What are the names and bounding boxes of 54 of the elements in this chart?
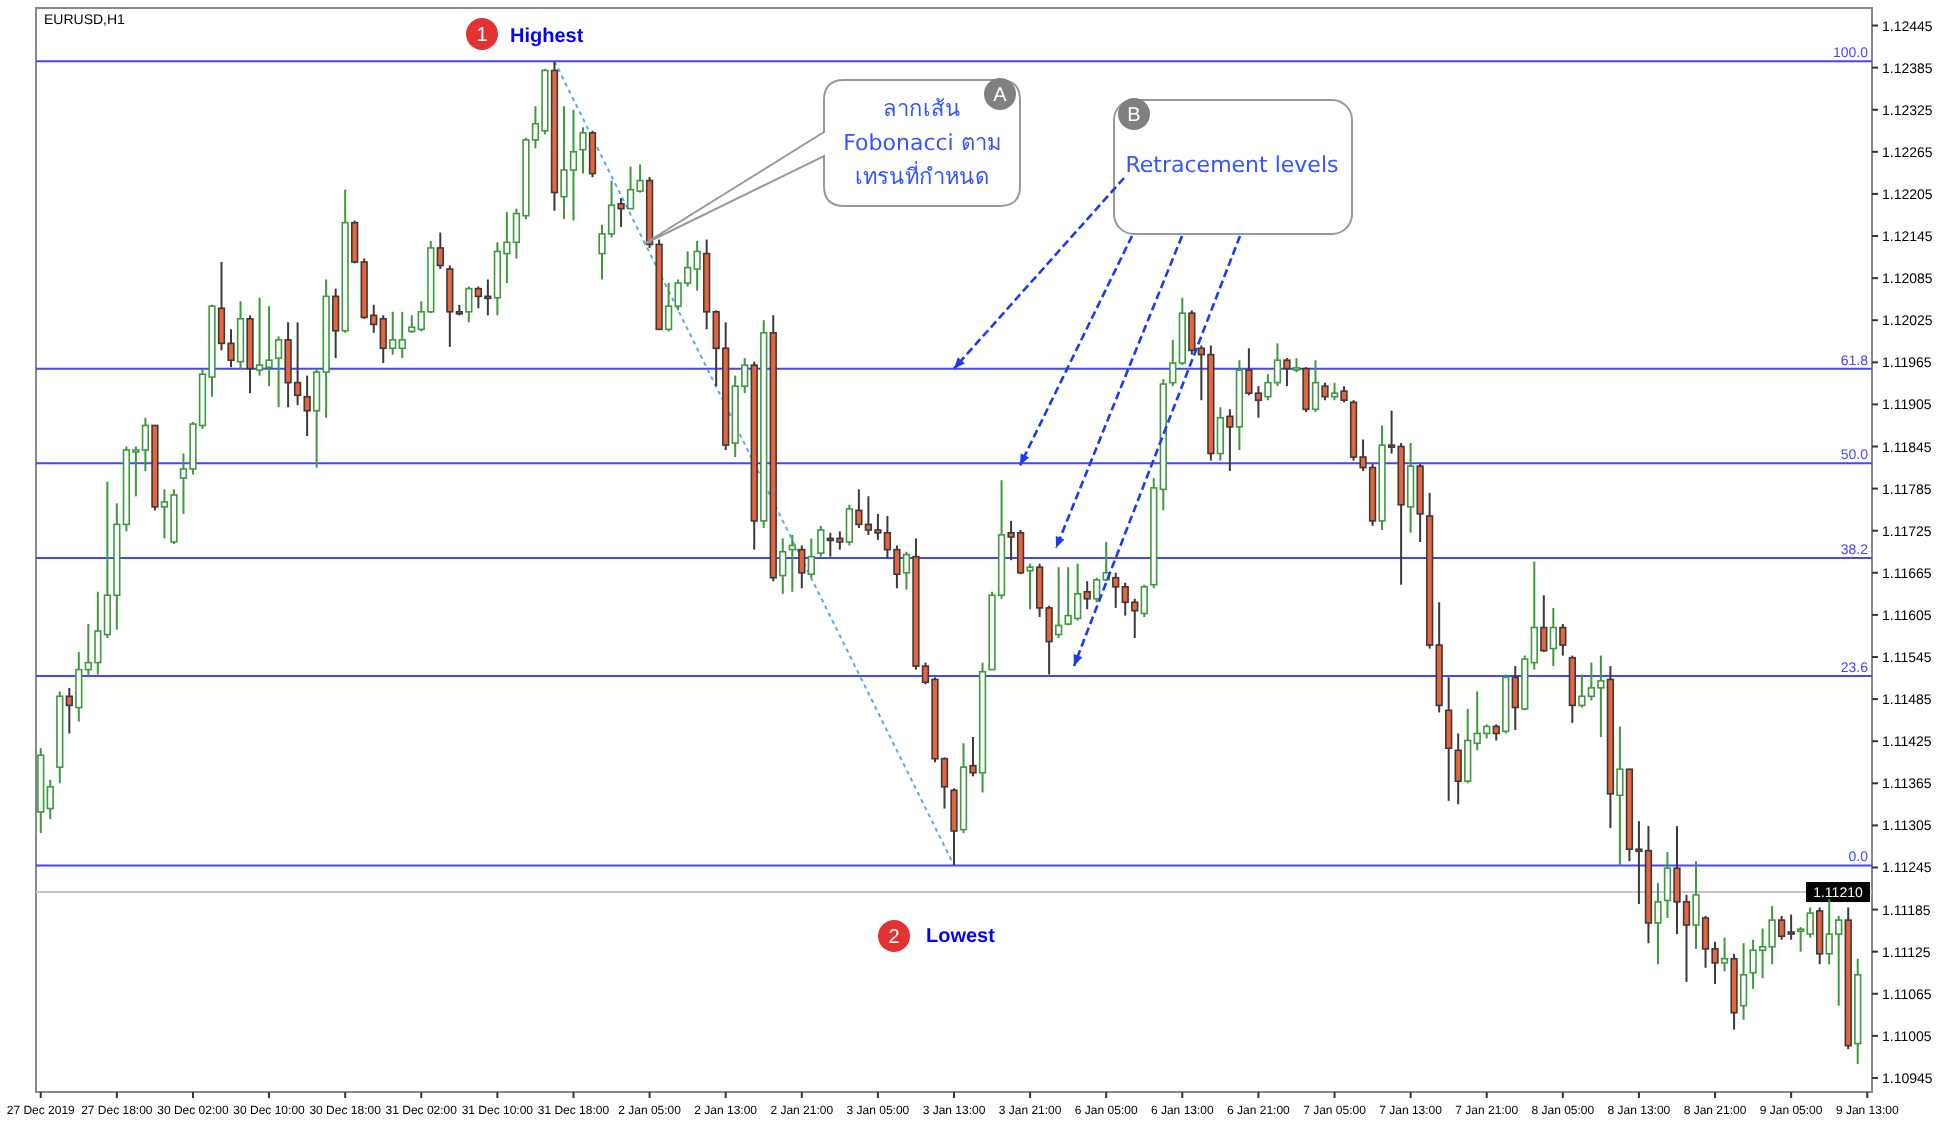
candlestick	[465, 285, 473, 324]
candlestick	[1511, 665, 1519, 731]
candlestick	[950, 787, 958, 867]
candlestick	[65, 686, 73, 735]
candlestick	[1616, 725, 1624, 866]
candlestick	[1739, 942, 1748, 1021]
candlestick	[1054, 566, 1063, 640]
candlestick	[1406, 442, 1415, 534]
candlestick	[236, 300, 245, 370]
annotation: Retracement levels	[1125, 152, 1339, 178]
candlestick	[1692, 860, 1700, 950]
candlestick	[1816, 906, 1824, 966]
candlestick	[1663, 851, 1672, 919]
annotation: Highest	[510, 26, 585, 48]
candlestick	[1416, 463, 1424, 543]
candlestick	[1454, 732, 1462, 806]
candlestick	[1654, 881, 1662, 966]
candlestick	[807, 537, 815, 579]
candlestick	[1140, 583, 1148, 618]
candlestick	[274, 335, 283, 409]
number-badge: A	[984, 78, 1016, 110]
candlestick	[1283, 357, 1291, 388]
number-badge: B	[1118, 98, 1150, 130]
candlestick	[1083, 580, 1091, 611]
candlestick	[1568, 654, 1576, 724]
candlestick	[1549, 606, 1557, 668]
candlestick	[1216, 406, 1225, 462]
candlestick	[332, 287, 340, 360]
candlestick	[902, 550, 911, 591]
candlestick	[1311, 359, 1320, 414]
annotation: B	[1127, 105, 1142, 127]
candlestick	[436, 231, 444, 270]
candlestick	[1302, 366, 1310, 414]
annotation: 2	[888, 927, 901, 949]
candlestick	[1226, 408, 1234, 473]
candlestick	[617, 197, 625, 228]
candlestick	[1559, 623, 1567, 657]
annotation: Lowest	[926, 926, 997, 948]
candlestick	[817, 524, 825, 558]
candlestick	[1445, 676, 1453, 802]
annotation: A	[993, 85, 1008, 107]
candlestick	[588, 129, 597, 179]
candlestick	[969, 735, 977, 778]
candlestick	[1540, 594, 1548, 654]
number-badge: 2	[878, 920, 910, 952]
candlestick	[303, 374, 311, 437]
candlestick	[1720, 936, 1729, 973]
number-badge: 1	[466, 18, 498, 50]
candlestick	[1026, 562, 1034, 611]
candlestick	[779, 537, 787, 595]
annotation: 1	[476, 25, 489, 47]
candlestick	[845, 503, 854, 547]
candlestick	[798, 544, 806, 590]
candlestick	[579, 126, 587, 175]
